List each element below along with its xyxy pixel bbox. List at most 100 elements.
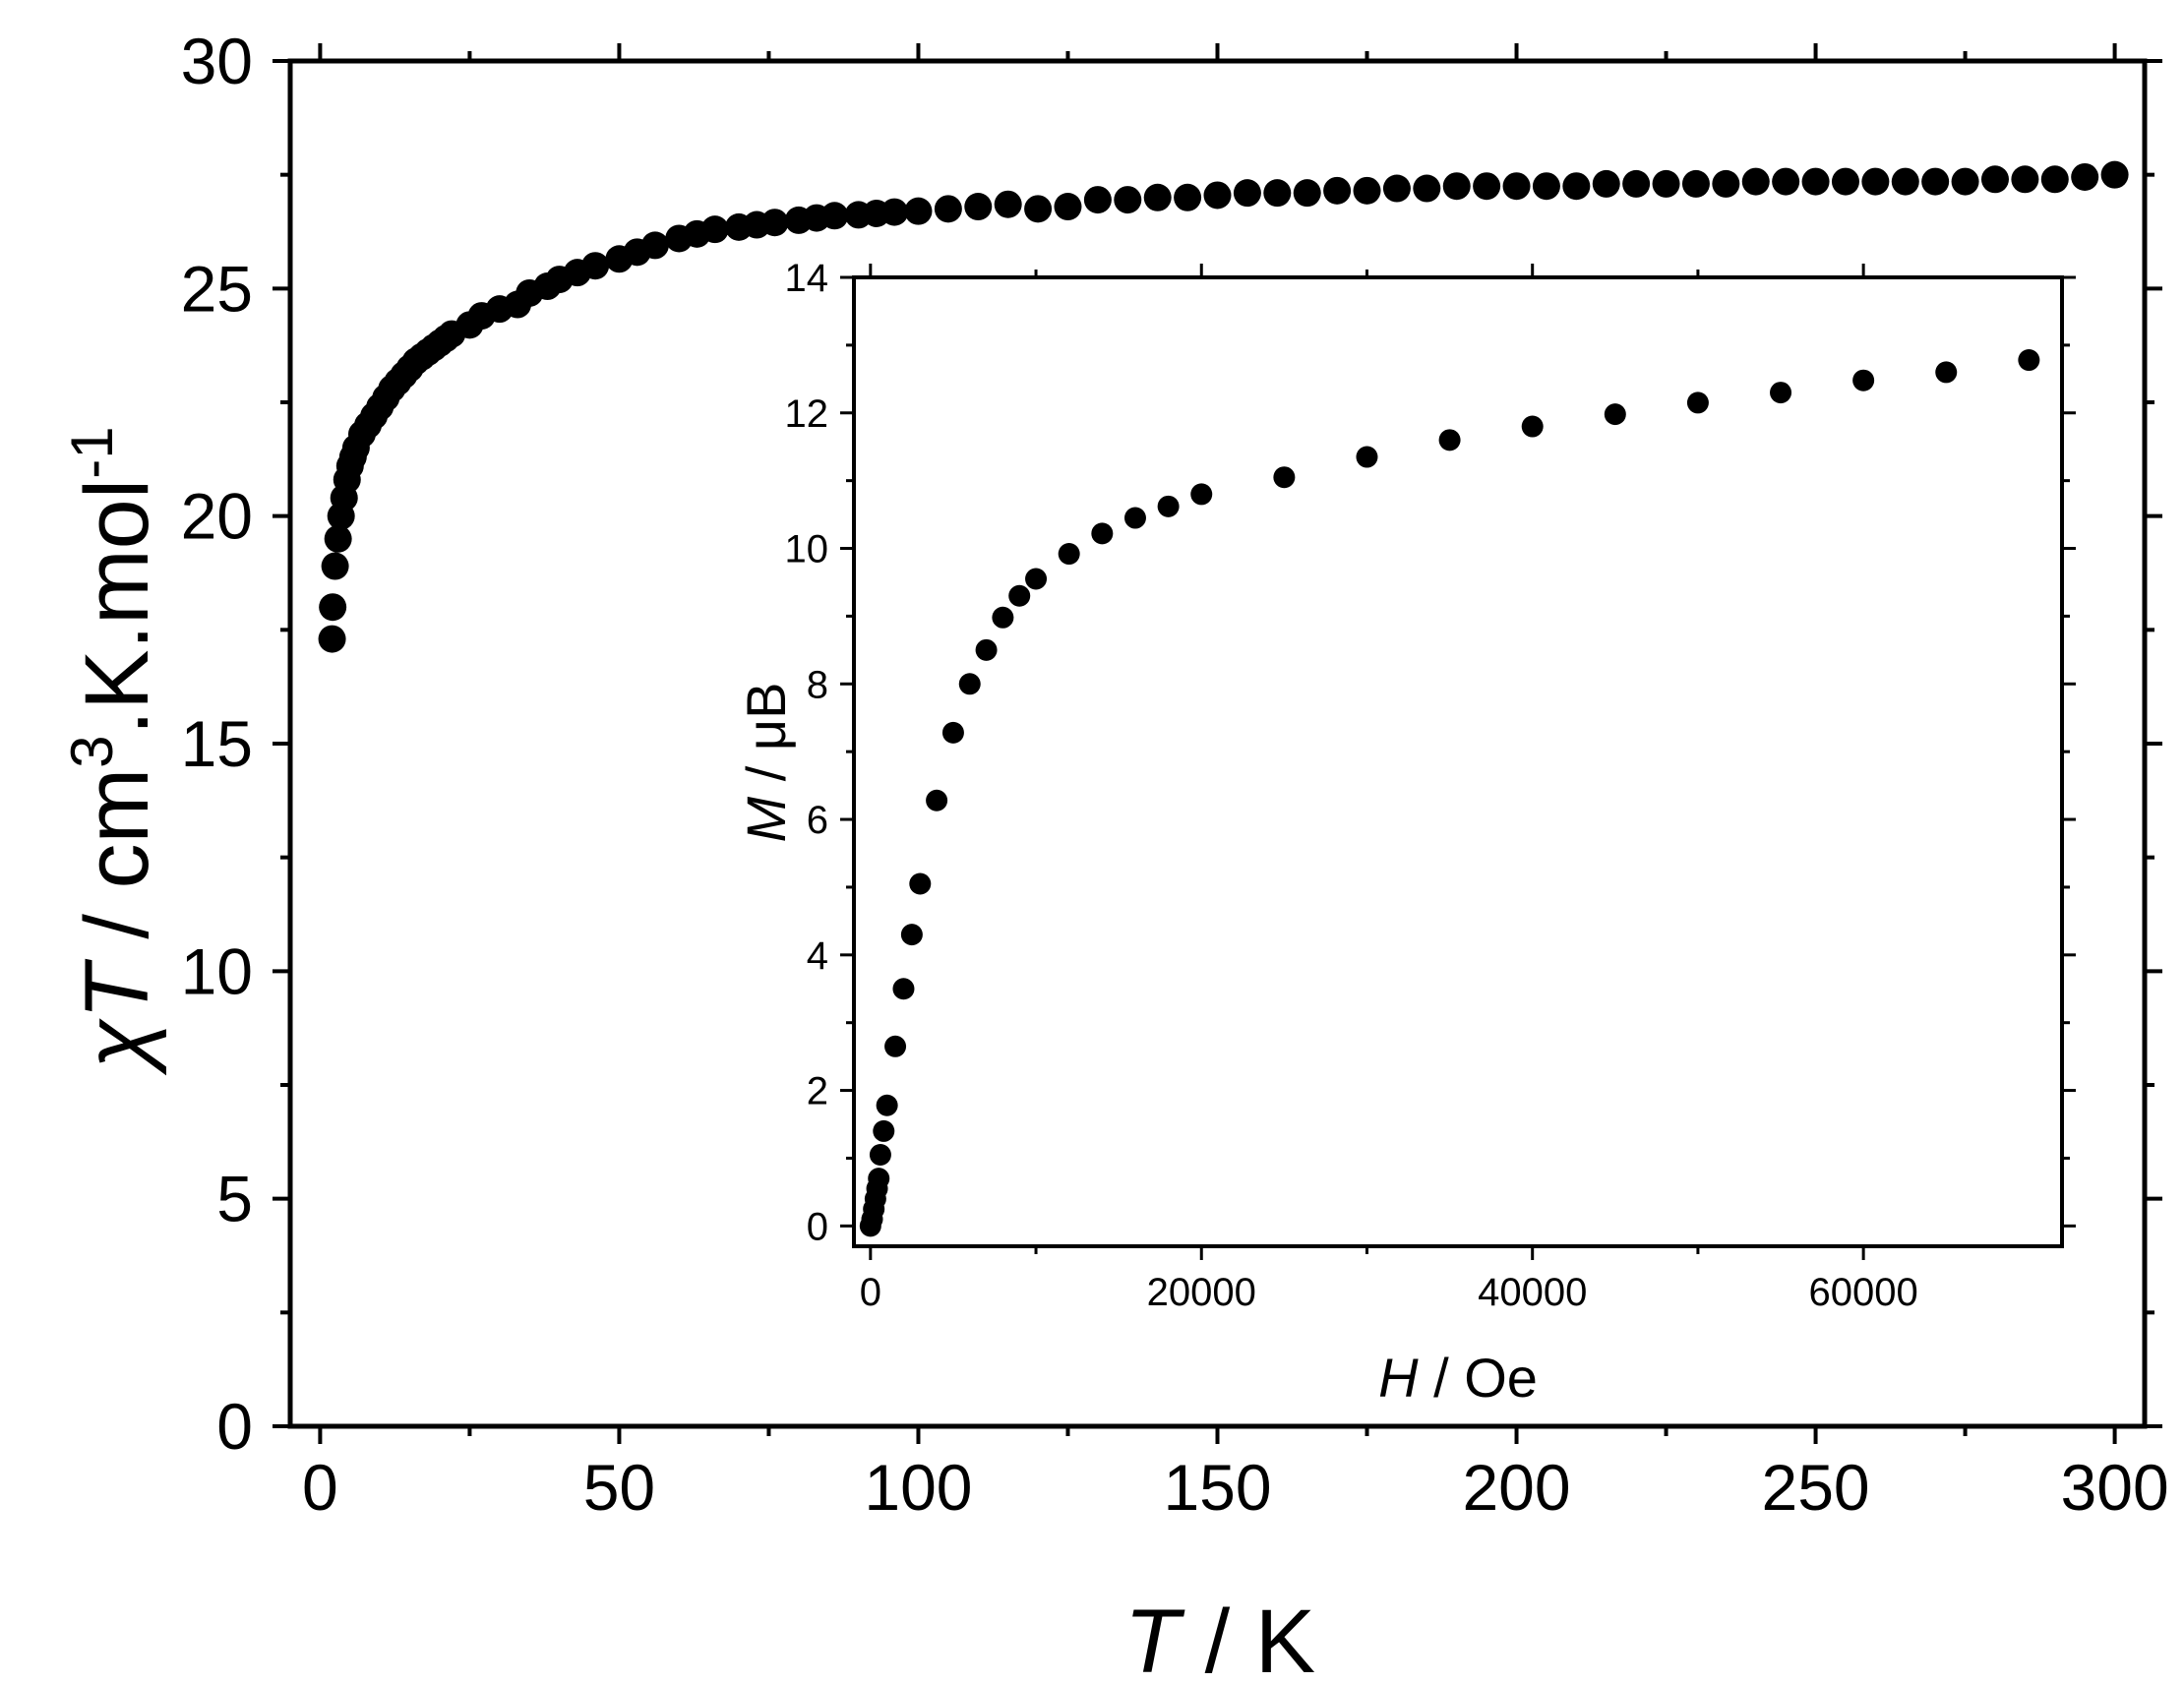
data-point — [1413, 174, 1441, 203]
inset-plot-frame — [852, 275, 2064, 1248]
x-tick-label: 250 — [1762, 1451, 1870, 1524]
data-point — [1604, 403, 1626, 426]
main-y-axis-unit-mid: .K.mol — [67, 479, 167, 736]
data-point — [880, 198, 909, 226]
main-y-axis-symbol: χT — [67, 958, 167, 1075]
main-data-series — [318, 160, 2129, 653]
data-point — [1054, 193, 1082, 221]
data-point — [1622, 169, 1651, 198]
y-tick-label: 12 — [785, 392, 829, 436]
y-tick-label: 0 — [807, 1205, 828, 1248]
data-point — [892, 978, 915, 1000]
data-point — [319, 593, 347, 622]
y-tick-label: 20 — [181, 480, 253, 553]
data-point — [1921, 167, 1950, 196]
data-point — [909, 872, 932, 895]
data-point — [1592, 169, 1620, 198]
data-point — [868, 1168, 890, 1190]
inset-y-axis-title: M / μB — [735, 683, 797, 843]
x-tick-label: 300 — [2061, 1451, 2169, 1524]
data-point — [1442, 172, 1471, 201]
data-point — [1233, 179, 1261, 208]
data-point — [975, 638, 998, 661]
data-point — [934, 195, 962, 223]
y-tick-label: 15 — [181, 707, 253, 780]
data-point — [1686, 391, 1709, 414]
y-tick-label: 8 — [807, 663, 828, 706]
data-point — [1935, 361, 1958, 384]
y-tick-label: 25 — [181, 252, 253, 325]
data-point — [1123, 507, 1146, 529]
data-point — [1712, 169, 1740, 198]
data-point — [1980, 165, 2009, 194]
data-point — [1024, 195, 1053, 223]
main-x-axis: 0 50 100 150 200 250 300 — [302, 43, 2169, 1524]
data-point — [318, 625, 346, 653]
data-point — [1681, 169, 1710, 198]
main-y-axis-unit-sup1: 3 — [59, 735, 125, 767]
data-point — [581, 252, 610, 280]
x-tick-label: 20000 — [1147, 1271, 1256, 1314]
data-point — [1203, 181, 1232, 210]
data-point — [876, 1094, 898, 1116]
data-point — [869, 1144, 891, 1167]
data-point — [2100, 160, 2129, 189]
data-point — [1293, 179, 1321, 208]
data-point — [926, 789, 948, 811]
y-tick-label: 0 — [216, 1390, 253, 1463]
y-tick-label: 14 — [785, 257, 829, 300]
data-point — [1532, 172, 1560, 201]
data-point — [964, 193, 993, 221]
main-x-axis-title: T / K — [1124, 1592, 1315, 1683]
main-y-axis-unit: / cm — [67, 768, 167, 964]
x-tick-label: 60000 — [1809, 1271, 1918, 1314]
data-point — [1356, 446, 1378, 468]
data-point — [900, 924, 923, 946]
data-point — [1770, 382, 1792, 404]
data-point — [1852, 369, 1875, 391]
inset-y-axis-symbol: M — [735, 796, 797, 842]
main-y-axis-title: χT / cm3.K.mol-1 — [59, 426, 167, 1075]
data-point — [2011, 165, 2039, 194]
data-point — [1562, 172, 1591, 201]
data-point — [640, 231, 669, 260]
data-point — [1273, 466, 1296, 489]
data-point — [1143, 183, 1172, 211]
data-point — [1263, 179, 1292, 208]
y-tick-label: 6 — [807, 799, 828, 842]
data-point — [1174, 183, 1202, 211]
x-tick-label: 50 — [583, 1451, 655, 1524]
x-tick-label: 0 — [860, 1271, 881, 1314]
y-tick-label: 10 — [785, 528, 829, 571]
data-point — [820, 202, 849, 230]
data-point — [1502, 172, 1531, 201]
data-point — [873, 1119, 895, 1142]
data-point — [1008, 584, 1031, 607]
inset-y-axis: 0 2 4 6 8 10 12 14 — [785, 257, 2076, 1248]
data-point — [1801, 167, 1830, 196]
data-point — [2040, 165, 2069, 194]
data-point — [700, 215, 729, 244]
data-point — [992, 606, 1014, 629]
data-point — [321, 552, 349, 580]
data-point — [884, 1035, 907, 1057]
y-tick-label: 4 — [807, 934, 828, 978]
data-point — [324, 524, 352, 553]
inset-data-series — [859, 349, 2040, 1237]
data-point — [2071, 162, 2099, 191]
data-point — [1190, 483, 1213, 506]
y-tick-label: 5 — [216, 1163, 253, 1235]
x-tick-label: 0 — [302, 1451, 338, 1524]
data-point — [1951, 167, 1979, 196]
main-y-axis-unit-sup2: -1 — [59, 426, 125, 478]
inset-x-axis-unit: / Oe — [1419, 1347, 1538, 1409]
inset-x-axis-symbol: H — [1378, 1347, 1419, 1409]
data-point — [941, 721, 964, 744]
data-point — [1772, 167, 1800, 196]
data-point — [1025, 568, 1048, 590]
data-point — [760, 209, 789, 237]
data-point — [1114, 186, 1142, 214]
inset-x-axis-title: H / Oe — [1378, 1347, 1538, 1409]
